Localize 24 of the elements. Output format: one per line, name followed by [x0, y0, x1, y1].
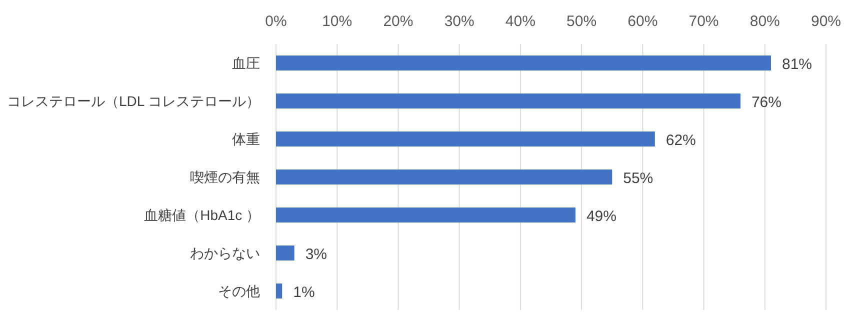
tick-label: 50% [566, 13, 597, 30]
data-label: 76% [751, 94, 782, 111]
data-label: 62% [666, 132, 696, 149]
tick-label: 40% [505, 13, 536, 30]
category-label: 血糖値（HbA1c ） [144, 207, 260, 223]
category-label: その他 [218, 283, 260, 299]
category-label: 喫煙の有無 [190, 169, 260, 185]
tick-label: 30% [444, 13, 474, 30]
data-label: 55% [623, 170, 654, 187]
category-label: わからない [190, 245, 260, 261]
category-label: 体重 [232, 131, 260, 147]
tick-label: 90% [810, 13, 842, 30]
data-label: 49% [586, 208, 616, 225]
tick-label: 20% [383, 13, 414, 30]
tick-label: 60% [628, 13, 658, 30]
category-label: コレステロール（LDL コレステロール） [6, 93, 260, 109]
tick-label: 80% [750, 13, 780, 30]
tick-label: 0% [265, 13, 287, 30]
tick-label: 10% [322, 13, 352, 30]
data-label: 81% [782, 56, 812, 73]
data-label: 3% [305, 246, 328, 263]
data-label: 1% [293, 284, 315, 301]
tick-label: 70% [688, 13, 719, 30]
category-label: 血圧 [232, 55, 260, 71]
